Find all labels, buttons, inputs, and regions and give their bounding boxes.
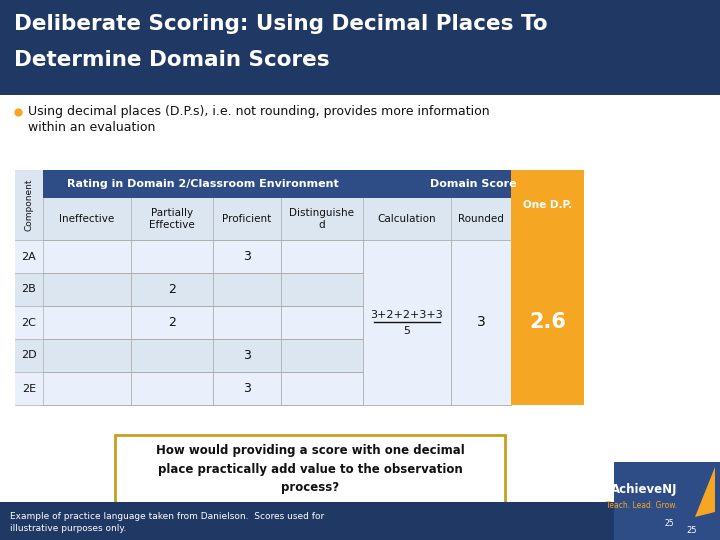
FancyBboxPatch shape [451, 306, 511, 339]
FancyBboxPatch shape [281, 240, 363, 273]
Text: within an evaluation: within an evaluation [28, 121, 156, 134]
Text: 3: 3 [243, 349, 251, 362]
Text: 3: 3 [243, 250, 251, 263]
FancyBboxPatch shape [511, 170, 584, 240]
FancyBboxPatch shape [451, 339, 511, 372]
Text: 2C: 2C [22, 318, 37, 327]
FancyBboxPatch shape [511, 240, 584, 273]
FancyBboxPatch shape [213, 339, 281, 372]
FancyBboxPatch shape [363, 372, 451, 405]
Text: 2A: 2A [22, 252, 37, 261]
Text: 25: 25 [664, 519, 674, 529]
Text: Partially
Effective: Partially Effective [149, 208, 195, 230]
Text: 2: 2 [168, 316, 176, 329]
Text: Ineffective: Ineffective [59, 214, 114, 224]
FancyBboxPatch shape [43, 339, 131, 372]
Text: illustrative purposes only.: illustrative purposes only. [10, 524, 127, 533]
Text: Example of practice language taken from Danielson.  Scores used for: Example of practice language taken from … [10, 512, 324, 521]
FancyBboxPatch shape [15, 372, 43, 405]
FancyBboxPatch shape [511, 372, 584, 405]
FancyBboxPatch shape [43, 306, 131, 339]
Text: 25: 25 [687, 526, 697, 535]
Text: AchieveNJ: AchieveNJ [611, 483, 678, 496]
FancyBboxPatch shape [43, 240, 131, 273]
Text: One D.P.: One D.P. [523, 200, 572, 210]
FancyBboxPatch shape [451, 240, 511, 405]
FancyBboxPatch shape [131, 339, 213, 372]
FancyBboxPatch shape [511, 273, 584, 306]
FancyBboxPatch shape [363, 240, 451, 273]
FancyBboxPatch shape [213, 273, 281, 306]
Text: 2D: 2D [21, 350, 37, 361]
FancyBboxPatch shape [131, 273, 213, 306]
Text: 2.6: 2.6 [529, 313, 566, 333]
FancyBboxPatch shape [213, 372, 281, 405]
Text: 2: 2 [168, 283, 176, 296]
Text: Deliberate Scoring: Using Decimal Places To: Deliberate Scoring: Using Decimal Places… [14, 14, 548, 34]
FancyBboxPatch shape [15, 273, 43, 306]
FancyBboxPatch shape [511, 240, 584, 405]
FancyBboxPatch shape [614, 462, 720, 540]
Text: 2B: 2B [22, 285, 37, 294]
FancyBboxPatch shape [131, 240, 213, 273]
FancyBboxPatch shape [15, 240, 43, 273]
FancyBboxPatch shape [131, 306, 213, 339]
Text: Calculation: Calculation [378, 214, 436, 224]
FancyBboxPatch shape [43, 170, 363, 198]
FancyBboxPatch shape [511, 306, 584, 339]
Text: How would providing a score with one decimal
place practically add value to the : How would providing a score with one dec… [156, 444, 464, 494]
Text: 2E: 2E [22, 383, 36, 394]
FancyBboxPatch shape [281, 273, 363, 306]
FancyBboxPatch shape [451, 273, 511, 306]
FancyBboxPatch shape [0, 502, 720, 540]
Text: Proficient: Proficient [222, 214, 271, 224]
FancyBboxPatch shape [363, 198, 451, 240]
FancyBboxPatch shape [43, 273, 131, 306]
Text: Rating in Domain 2/Classroom Environment: Rating in Domain 2/Classroom Environment [67, 179, 339, 189]
FancyBboxPatch shape [0, 0, 720, 95]
FancyBboxPatch shape [511, 339, 584, 372]
FancyBboxPatch shape [281, 372, 363, 405]
FancyBboxPatch shape [363, 306, 451, 339]
Text: Determine Domain Scores: Determine Domain Scores [14, 50, 330, 70]
FancyBboxPatch shape [363, 240, 451, 405]
FancyBboxPatch shape [131, 198, 213, 240]
Text: Domain Score: Domain Score [430, 179, 517, 189]
Text: Rounded: Rounded [458, 214, 504, 224]
Text: 3+2+2+3+3: 3+2+2+3+3 [371, 310, 444, 321]
FancyBboxPatch shape [131, 372, 213, 405]
FancyBboxPatch shape [213, 306, 281, 339]
Text: 5: 5 [403, 326, 410, 335]
Text: Teach. Lead. Grow.: Teach. Lead. Grow. [606, 502, 678, 510]
FancyBboxPatch shape [281, 198, 363, 240]
FancyBboxPatch shape [363, 273, 451, 306]
FancyBboxPatch shape [281, 339, 363, 372]
FancyBboxPatch shape [281, 306, 363, 339]
FancyBboxPatch shape [213, 198, 281, 240]
Text: Distinguishe
d: Distinguishe d [289, 208, 354, 230]
FancyBboxPatch shape [43, 198, 131, 240]
FancyBboxPatch shape [115, 435, 505, 503]
FancyBboxPatch shape [43, 372, 131, 405]
FancyBboxPatch shape [15, 170, 43, 240]
Text: 3: 3 [243, 382, 251, 395]
Text: 3: 3 [477, 315, 485, 329]
FancyBboxPatch shape [15, 339, 43, 372]
Text: Component: Component [24, 179, 34, 231]
FancyBboxPatch shape [15, 306, 43, 339]
FancyBboxPatch shape [363, 170, 584, 198]
FancyBboxPatch shape [451, 198, 511, 240]
FancyBboxPatch shape [213, 240, 281, 273]
FancyBboxPatch shape [451, 372, 511, 405]
Polygon shape [695, 467, 715, 517]
FancyBboxPatch shape [363, 339, 451, 372]
Text: Using decimal places (D.P.s), i.e. not rounding, provides more information: Using decimal places (D.P.s), i.e. not r… [28, 105, 490, 118]
FancyBboxPatch shape [451, 240, 511, 273]
